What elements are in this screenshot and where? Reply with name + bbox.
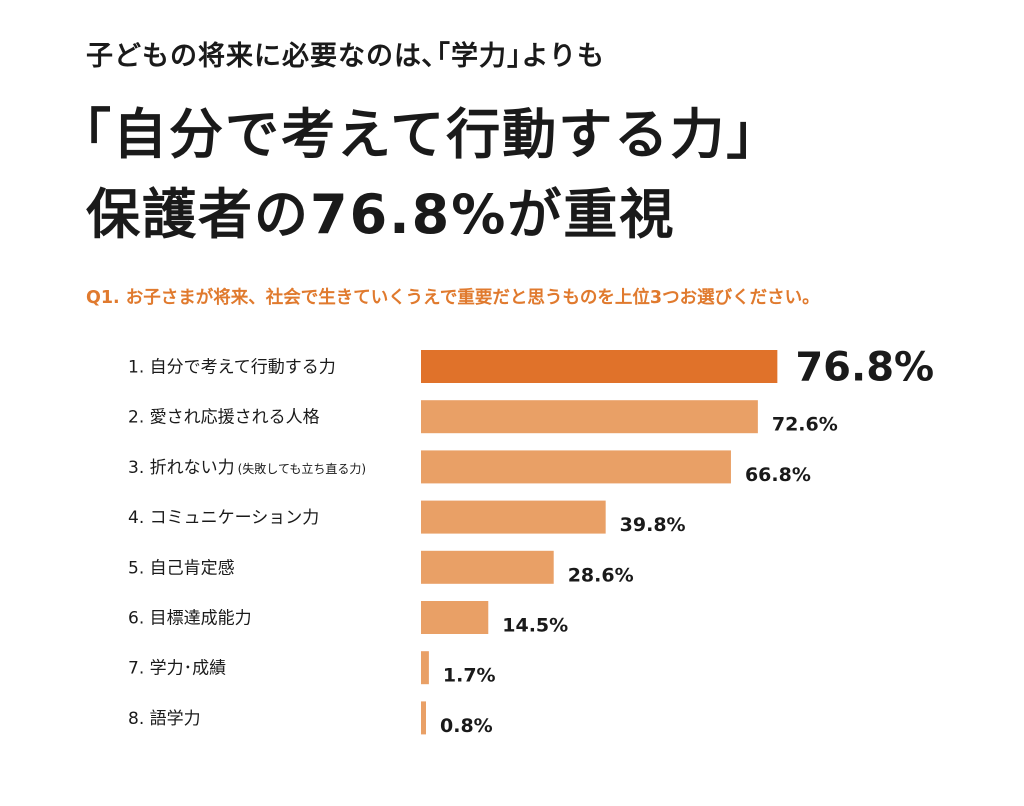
bar-4: [421, 500, 606, 534]
value-label-4: 39.8%: [620, 514, 686, 536]
category-label-7: 7. 学力･成績: [128, 659, 226, 679]
category-label-3: 3. 折れない力 (失敗しても立ち直る力): [128, 458, 366, 478]
value-label-1: 76.8%: [795, 345, 934, 391]
survey-question: Q1. お子さまが将来、社会で生きていくうえで重要だと思うものを上位3つお選びく…: [86, 288, 820, 308]
headline-line-3: 保護者の76.8%が重視: [86, 183, 676, 246]
category-label-4: 4. コミュニケーション力: [128, 508, 319, 528]
bar-7: [421, 651, 429, 685]
bar-1: [421, 350, 778, 383]
headline-line-2: ｢自分で考えて行動する力｣: [84, 103, 756, 166]
bar-6: [421, 601, 489, 634]
category-label-8: 8. 語学力: [128, 709, 201, 729]
value-label-6: 14.5%: [502, 615, 568, 637]
category-note-3: (失敗しても立ち直る力): [238, 461, 366, 476]
value-label-3: 66.8%: [745, 464, 811, 486]
value-label-7: 1.7%: [443, 665, 496, 687]
bar-3: [421, 450, 731, 484]
category-label-2: 2. 愛され応援される人格: [128, 408, 320, 428]
value-label-8: 0.8%: [440, 715, 493, 737]
bar-5: [421, 550, 554, 584]
value-label-2: 72.6%: [772, 414, 838, 436]
bar-2: [421, 400, 758, 434]
category-label-5: 5. 自己肯定感: [128, 558, 235, 578]
category-label-1: 1. 自分で考えて行動する力: [128, 358, 336, 378]
bar-8: [421, 701, 426, 735]
value-label-5: 28.6%: [568, 564, 634, 586]
headline-line-1: 子どもの将来に必要なのは､｢学力｣よりも: [86, 41, 605, 72]
category-label-6: 6. 目標達成能力: [128, 609, 252, 629]
